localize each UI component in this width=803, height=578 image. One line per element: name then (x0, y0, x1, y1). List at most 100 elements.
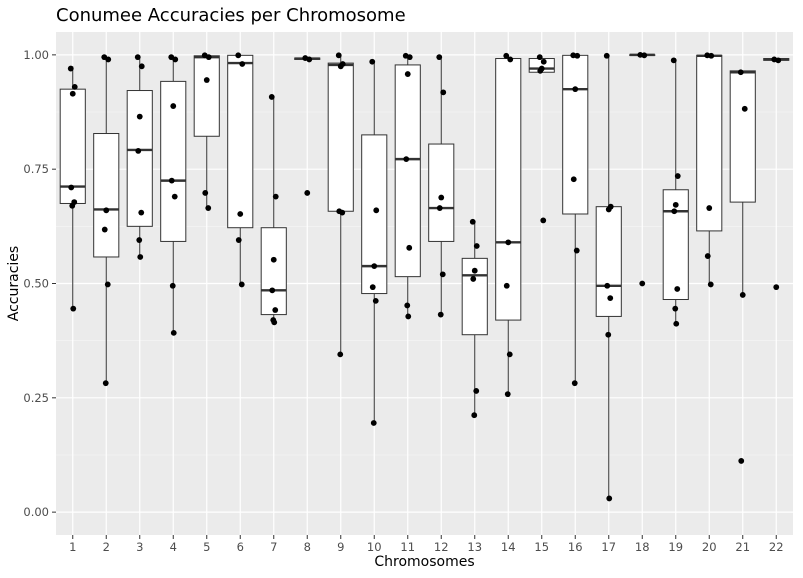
data-point (339, 209, 346, 216)
box-iqr (394, 64, 421, 278)
x-tick-label: 17 (601, 540, 616, 554)
data-point (135, 147, 142, 154)
box-chromosome-14 (495, 55, 522, 395)
data-point (639, 280, 646, 287)
x-tick-label: 2 (103, 540, 110, 554)
data-point (168, 177, 175, 184)
data-point (741, 105, 748, 112)
box-chromosome-6 (227, 54, 254, 285)
data-point (436, 54, 443, 61)
x-tick-label: 15 (534, 540, 549, 554)
box-iqr (428, 143, 455, 242)
data-point (239, 61, 246, 67)
data-point (704, 253, 711, 259)
x-tick-label: 14 (501, 540, 516, 554)
box-chromosome-11 (394, 55, 421, 317)
x-tick-label: 22 (769, 540, 784, 554)
data-point (137, 254, 144, 260)
data-point (202, 190, 209, 196)
data-point (504, 391, 511, 398)
box-chromosome-2 (93, 55, 120, 384)
data-point (439, 271, 446, 278)
data-point (369, 58, 376, 65)
data-point (71, 83, 78, 90)
data-point (272, 193, 279, 200)
data-point (673, 320, 680, 327)
x-tick-label: 21 (735, 540, 750, 554)
y-tick-label: 0.00 (23, 505, 49, 519)
data-point (572, 86, 579, 93)
data-point (471, 412, 478, 419)
x-tick-label: 5 (203, 540, 210, 554)
data-point (674, 173, 681, 179)
box-iqr (93, 133, 120, 258)
data-point (737, 69, 744, 76)
data-point (373, 207, 380, 214)
box-chromosome-19 (662, 60, 689, 324)
chart-title: Conumee Accuracies per Chromosome (56, 5, 406, 26)
data-point (473, 243, 480, 249)
data-point (102, 380, 109, 387)
data-point (69, 90, 76, 97)
data-point (604, 282, 611, 289)
data-point (370, 420, 377, 426)
y-tick-label: 1.00 (23, 48, 49, 62)
data-point (706, 205, 713, 211)
y-tick-label: 0.25 (23, 391, 49, 405)
data-point (138, 63, 145, 70)
data-point (507, 56, 514, 63)
data-point (104, 281, 111, 288)
y-axis-title: Accuracies (6, 246, 22, 321)
box-iqr (495, 58, 522, 321)
x-tick-label: 3 (136, 540, 143, 554)
box-iqr (227, 54, 254, 229)
data-point (470, 276, 477, 282)
y-axis: 0.00 0.25 0.50 0.75 1.00 (23, 48, 56, 519)
data-point (674, 286, 681, 292)
x-tick-label: 20 (702, 540, 717, 554)
data-point (641, 52, 648, 59)
x-tick-label: 1 (69, 540, 76, 554)
data-point (337, 63, 344, 70)
box-iqr (729, 70, 756, 203)
data-point (536, 54, 543, 61)
data-point (540, 58, 547, 65)
data-point (304, 190, 311, 196)
data-point (136, 237, 143, 243)
data-point (405, 313, 412, 320)
data-point (437, 311, 444, 318)
x-tick-label: 12 (434, 540, 449, 554)
data-point (238, 281, 245, 288)
x-tick-label: 19 (668, 540, 683, 554)
data-point (306, 56, 313, 63)
data-point (503, 282, 510, 289)
data-point (235, 52, 242, 59)
data-point (406, 244, 413, 251)
data-point (170, 329, 177, 336)
data-point (773, 284, 780, 291)
data-point (537, 67, 544, 74)
box-chromosome-3 (126, 55, 153, 257)
box-iqr (361, 134, 388, 295)
x-tick-label: 4 (170, 540, 177, 554)
data-point (738, 458, 745, 464)
data-point (471, 267, 478, 274)
data-point (372, 297, 379, 304)
box-chromosome-12 (428, 55, 455, 315)
x-tick-label: 7 (270, 540, 277, 554)
data-point (237, 211, 244, 217)
data-point (506, 351, 513, 358)
data-point (270, 256, 277, 263)
data-point (672, 305, 679, 312)
data-point (670, 57, 677, 64)
data-point (505, 239, 512, 246)
data-point (68, 184, 75, 191)
data-point (603, 52, 610, 59)
data-point (235, 237, 242, 243)
data-point (404, 71, 411, 77)
point-layer (67, 51, 782, 502)
data-point (69, 202, 76, 209)
x-tick-label: 10 (367, 540, 382, 554)
data-point (403, 156, 410, 163)
x-tick-label: 6 (237, 540, 244, 554)
